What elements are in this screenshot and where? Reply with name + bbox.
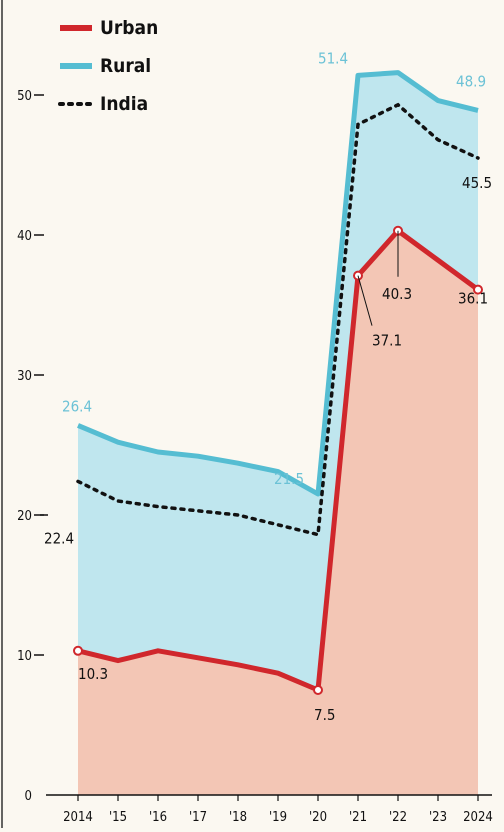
x-tick-label: '21: [349, 810, 367, 825]
x-tick-label: '22: [389, 810, 407, 825]
india-series-line: [76, 102, 480, 537]
y-tick-label: 30: [17, 369, 32, 384]
x-tick-label: '23: [429, 810, 447, 825]
y-tick-label: 10: [17, 649, 32, 664]
x-tick-label: '20: [309, 810, 327, 825]
urban-data-point: [73, 645, 83, 656]
data-label: 10.3: [78, 665, 108, 683]
area-fills: [78, 72, 478, 796]
x-tick-label: 2024: [463, 810, 493, 825]
y-tick-label: 0: [25, 789, 32, 804]
data-label: 40.3: [382, 285, 412, 303]
data-label: 48.9: [456, 72, 486, 90]
data-label: 36.1: [458, 290, 488, 308]
x-tick-label: '19: [269, 810, 287, 825]
urban-area-fill: [78, 230, 478, 796]
data-label: 51.4: [318, 49, 348, 67]
annotation-leader-line: [357, 275, 373, 326]
data-label: 37.1: [372, 332, 402, 350]
series-lines: [76, 70, 480, 693]
x-tick-label: '16: [149, 810, 167, 825]
y-tick-label: 40: [17, 229, 32, 244]
urban-series-line: [77, 228, 480, 693]
urban-data-point: [473, 284, 483, 295]
x-tick-label: '17: [189, 810, 207, 825]
data-label: 45.5: [462, 174, 492, 192]
rural-series-line: [77, 70, 479, 497]
rural-area-fill: [78, 72, 478, 691]
data-label: 21.5: [274, 470, 304, 488]
data-labels: 26.4 21.5 51.4 48.9 22.4 45.5 10.3 7.5 37.1 40.3 3…: [40, 49, 492, 724]
legend-label-india: India: [100, 93, 148, 115]
urban-data-point: [313, 685, 323, 695]
y-tick-label: 20: [17, 509, 32, 524]
data-label: 22.4: [44, 529, 74, 547]
data-label: 26.4: [62, 397, 92, 415]
y-tick-label: 50: [17, 89, 32, 104]
x-tick-label: '15: [109, 810, 127, 825]
data-label: 7.5: [314, 706, 335, 724]
legend-label-rural: Rural: [100, 55, 151, 77]
x-tick-label: '18: [229, 810, 247, 825]
axes: 0 10 20 30 40 50 2014 '15 '16 '17 '18 '19 '20 '21 '22 '…: [17, 89, 493, 825]
legend: Urban Rural India: [58, 17, 158, 115]
legend-label-urban: Urban: [100, 17, 158, 39]
x-tick-label: 2014: [63, 810, 93, 825]
